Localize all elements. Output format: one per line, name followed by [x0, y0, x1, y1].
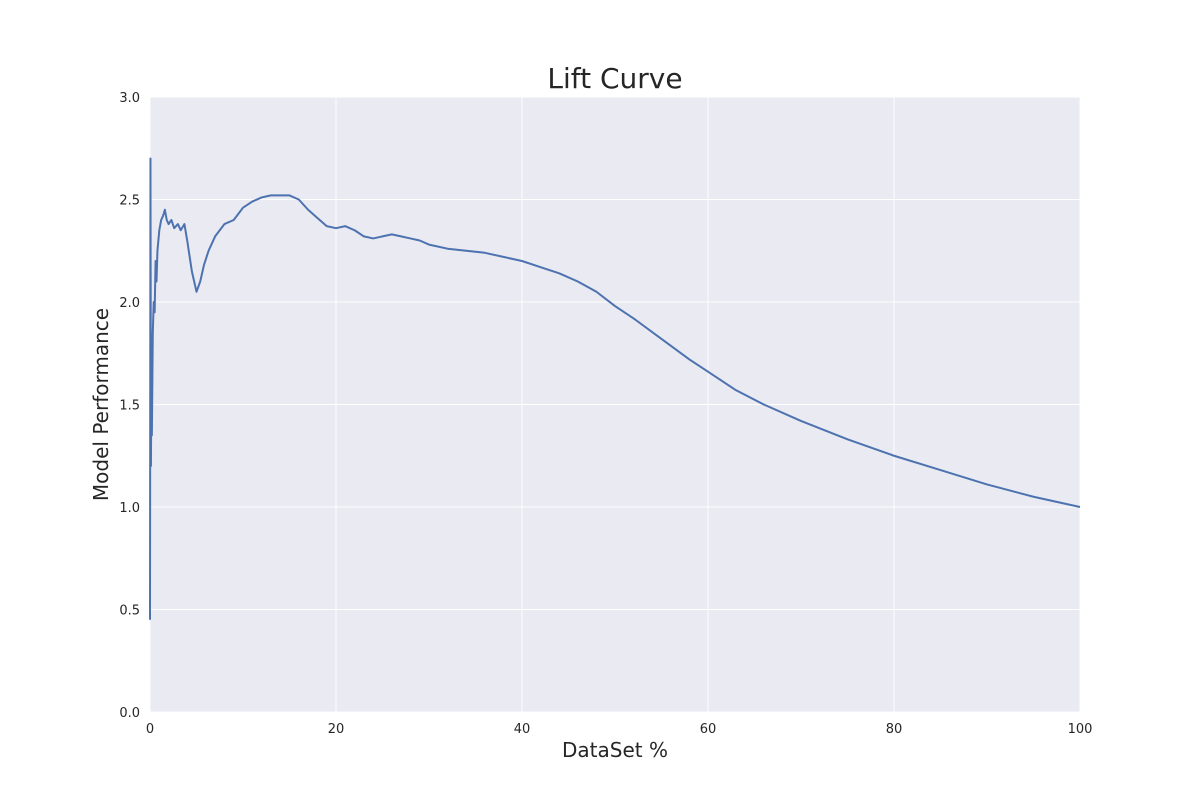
x-tick-label: 100 — [1068, 722, 1093, 737]
y-tick-labels: 0.0 0.5 1.0 1.5 2.0 2.5 3.0 — [119, 91, 140, 721]
x-tick-label: 80 — [886, 722, 903, 737]
y-tick-label: 1.0 — [119, 501, 140, 516]
y-tick-label: 1.5 — [119, 399, 140, 414]
series-lines — [149, 157, 1081, 620]
y-tick-label: 2.0 — [119, 296, 140, 311]
y-tick-label: 2.5 — [119, 194, 140, 209]
x-tick-label: 60 — [700, 722, 717, 737]
y-tick-label: 0.5 — [119, 604, 140, 619]
y-axis-label: Model Performance — [89, 308, 113, 501]
y-tick-label: 0.0 — [119, 706, 140, 721]
x-tick-label: 20 — [328, 722, 345, 737]
lift-curve-line — [149, 157, 1081, 620]
chart-title: Lift Curve — [547, 62, 682, 95]
x-tick-labels: 0 20 40 60 80 100 — [146, 722, 1093, 737]
x-axis-label: DataSet % — [562, 738, 668, 762]
grid-lines — [149, 96, 1081, 713]
y-tick-label: 3.0 — [119, 91, 140, 106]
x-tick-label: 0 — [146, 722, 154, 737]
x-tick-label: 40 — [514, 722, 531, 737]
